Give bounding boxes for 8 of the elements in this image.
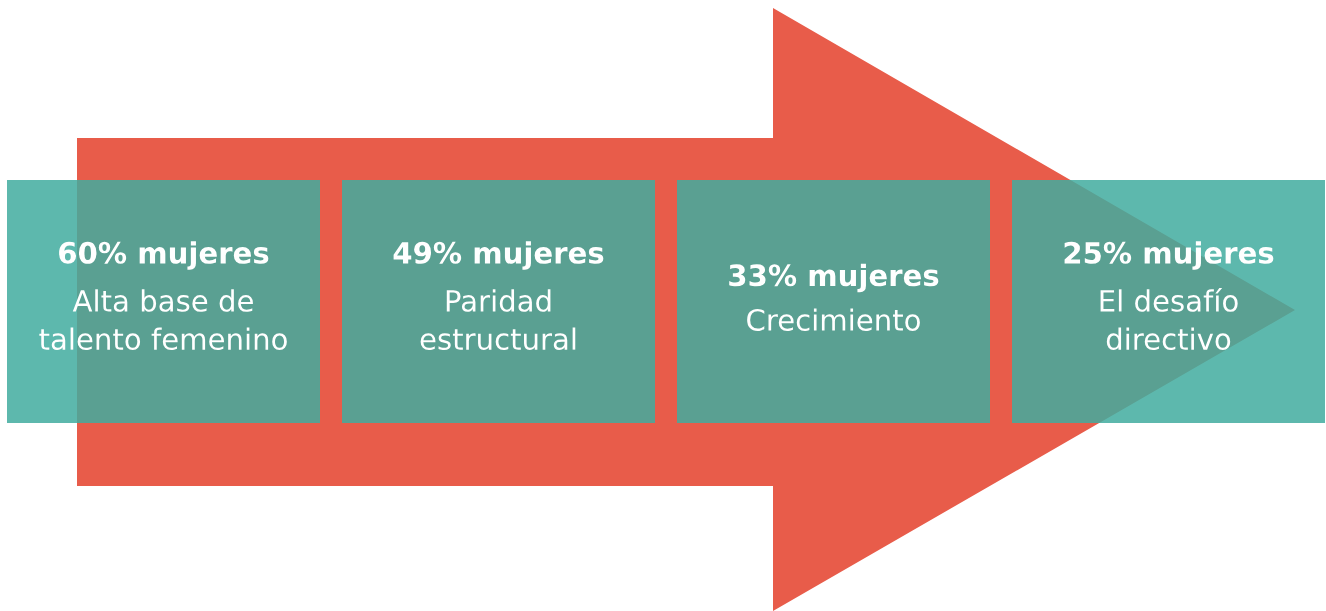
category-label: Crecimiento [747, 308, 920, 331]
data-label: 33% mujeres [729, 263, 939, 293]
data-label: 60% mujeres [59, 241, 269, 270]
data-label: 25% mujeres [1064, 241, 1274, 270]
category-label: El desafío directivo [1100, 288, 1238, 351]
category-label: Alta base de talento femenino [39, 289, 287, 351]
data-label: 49% mujeres [393, 241, 604, 270]
category-label: Paridad estructural [420, 289, 576, 351]
